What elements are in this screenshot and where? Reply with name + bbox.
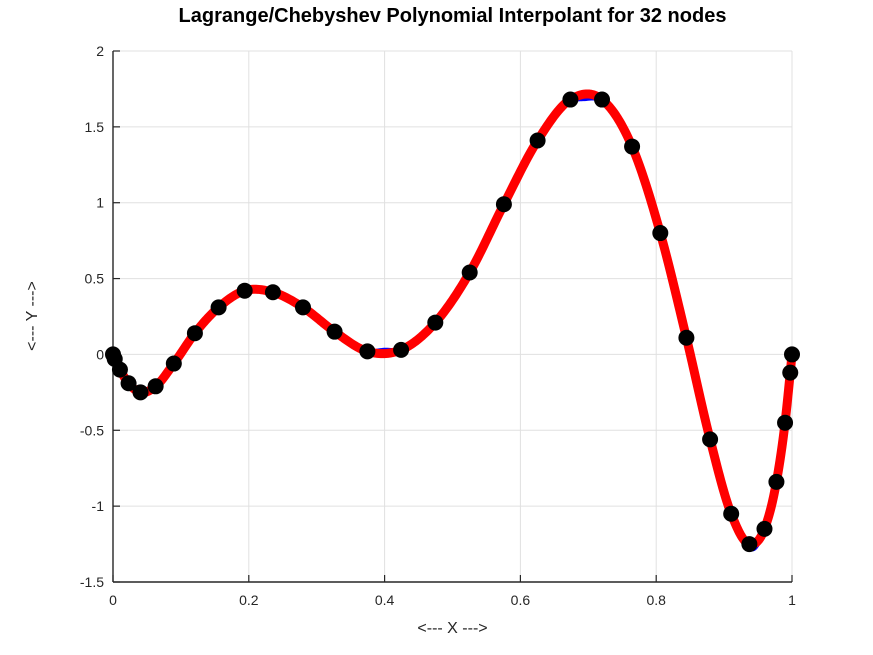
node-marker [393,341,410,358]
node-marker [594,91,611,108]
node-marker [782,364,799,381]
node-marker [461,264,478,281]
y-tick-label: 2 [96,43,104,59]
node-marker [120,375,137,392]
y-tick-label: 0 [96,346,104,362]
function-curve [111,96,794,552]
node-marker [147,378,164,395]
interpolant-curve [108,89,797,549]
y-tick-label: -1 [92,498,105,514]
x-tick-label: 0.4 [375,592,395,608]
x-tick-label: 0.8 [646,592,666,608]
node-marker [165,355,182,372]
node-marker [777,414,794,431]
node-marker [784,346,800,363]
y-axis-label: <--- Y ---> [24,281,41,351]
node-marker [132,384,149,401]
y-tick-label: -1.5 [80,574,104,590]
node-marker [326,323,343,340]
x-tick-label: 1 [788,592,796,608]
node-marker [678,329,695,346]
node-marker [756,520,773,537]
y-tick-label: -0.5 [80,422,104,438]
node-marker [702,431,719,448]
node-marker [186,325,203,342]
x-tick-label: 0.6 [511,592,531,608]
x-tick-label: 0.2 [239,592,259,608]
node-marker [529,132,546,149]
node-marker [111,361,128,378]
node-marker [652,225,669,242]
node-marker [359,343,376,360]
node-marker [236,282,253,299]
node-marker [264,284,281,301]
y-tick-label: 0.5 [85,271,105,287]
y-tick-label: 1 [96,195,104,211]
node-marker [562,91,579,108]
node-marker [768,473,785,490]
node-marker [723,505,740,522]
node-marker [210,299,227,316]
x-tick-label: 0 [109,592,117,608]
node-marker [495,196,512,213]
x-axis-label: <--- X ---> [417,620,488,637]
node-marker [427,314,444,331]
chart-title: Lagrange/Chebyshev Polynomial Interpolan… [178,5,727,27]
node-marker [294,299,311,316]
y-tick-label: 1.5 [85,119,105,135]
node-marker [741,536,758,553]
node-marker [624,138,641,155]
